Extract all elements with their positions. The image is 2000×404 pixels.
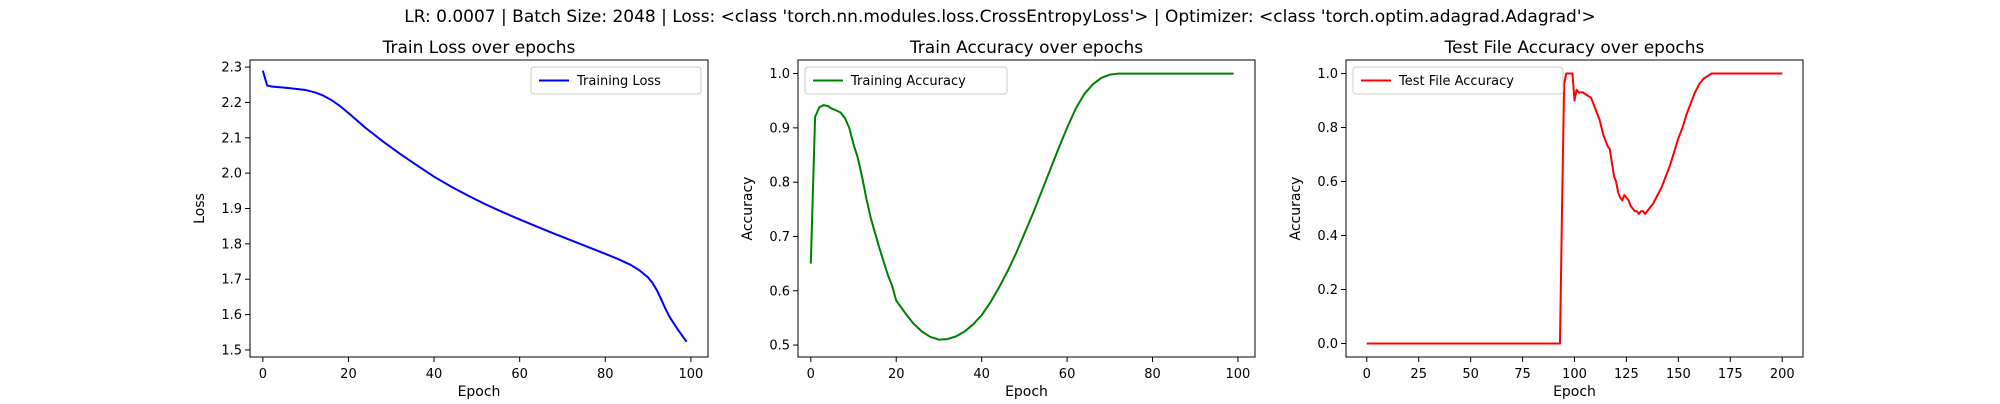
y-tick-label: 2.3	[221, 61, 242, 76]
x-tick-label: 40	[973, 367, 990, 382]
figure-suptitle: LR: 0.0007 | Batch Size: 2048 | Loss: <c…	[404, 7, 1596, 27]
series-line	[261, 70, 688, 343]
x-tick-label: 150	[1666, 367, 1691, 382]
x-tick-label: 175	[1718, 367, 1743, 382]
x-tick-label: 200	[1770, 367, 1795, 382]
x-tick-label: 20	[340, 367, 357, 382]
y-tick-label: 0.4	[1317, 229, 1338, 244]
legend-box	[804, 66, 1008, 95]
y-tick-label: 1.5	[221, 343, 242, 358]
x-tick-label: 60	[1059, 367, 1076, 382]
x-tick-label: 25	[1410, 367, 1427, 382]
x-tick-label: 0	[1363, 367, 1371, 382]
y-tick-label: 1.7	[221, 273, 242, 288]
y-tick-label: 0.5	[769, 339, 790, 354]
x-tick-label: 50	[1462, 367, 1479, 382]
y-tick-label: 1.9	[221, 202, 242, 217]
y-tick-label: 0.6	[1317, 175, 1338, 190]
x-axis-label: Epoch	[458, 384, 501, 400]
y-tick-label: 0.0	[1317, 337, 1338, 352]
legend: Training Loss	[530, 66, 702, 95]
x-tick-label: 0	[807, 367, 815, 382]
y-tick-label: 2.2	[221, 96, 242, 111]
x-tick-label: 40	[426, 367, 443, 382]
x-tick-label: 80	[1144, 367, 1161, 382]
y-tick-label: 0.6	[769, 284, 790, 299]
y-axis-label: Loss	[192, 193, 208, 224]
y-tick-label: 2.1	[221, 131, 242, 146]
x-tick-label: 75	[1514, 367, 1531, 382]
chart-title: Train Accuracy over epochs	[909, 38, 1143, 58]
plot-frame	[249, 59, 709, 358]
legend-box	[1352, 66, 1564, 95]
legend-label: Test File Accuracy	[1398, 74, 1514, 89]
x-tick-label: 80	[597, 367, 614, 382]
legend-label: Training Accuracy	[850, 74, 966, 89]
y-tick-label: 0.2	[1317, 283, 1338, 298]
plot-frame	[797, 59, 1256, 358]
legend-label: Training Loss	[576, 74, 661, 89]
y-axis-label: Accuracy	[740, 177, 756, 241]
y-tick-label: 1.6	[221, 308, 242, 323]
y-tick-label: 0.9	[769, 121, 790, 136]
y-tick-label: 0.7	[769, 230, 790, 245]
x-tick-label: 125	[1614, 367, 1639, 382]
x-axis-label: Epoch	[1005, 384, 1048, 400]
y-axis-label: Accuracy	[1288, 177, 1304, 241]
legend: Training Accuracy	[804, 66, 1008, 95]
chart-panel-1: 0 20 40 60 80 100 1.5 1.6 1.7 1.8 1.9 2.0 2.1 2.2 2.3 T…	[192, 38, 709, 400]
legend: Test File Accuracy	[1352, 66, 1564, 95]
x-axis-label: Epoch	[1553, 384, 1596, 400]
x-tick-label: 100	[1226, 367, 1251, 382]
chart-panel-3: 0 25 50 75 100 125 150 175 200 0.0 0.2 0.4 0.6 0.8 1.0…	[1288, 38, 1804, 400]
y-tick-label: 1.8	[221, 237, 242, 252]
y-tick-label: 0.8	[769, 176, 790, 191]
x-tick-label: 60	[511, 367, 528, 382]
legend-box	[530, 66, 702, 95]
y-tick-label: 1.0	[1317, 67, 1338, 82]
x-tick-label: 100	[1562, 367, 1587, 382]
x-tick-label: 100	[678, 367, 703, 382]
y-tick-label: 1.0	[769, 67, 790, 82]
chart-title: Test File Accuracy over epochs	[1444, 38, 1705, 58]
series-line	[809, 72, 1234, 341]
y-tick-label: 0.8	[1317, 121, 1338, 136]
x-tick-label: 0	[259, 367, 267, 382]
chart-title: Train Loss over epochs	[382, 38, 576, 58]
x-tick-label: 20	[888, 367, 905, 382]
y-tick-label: 2.0	[221, 167, 242, 182]
plot-frame	[1345, 59, 1804, 358]
series-line	[1366, 72, 1783, 345]
chart-panel-2: 0 20 40 60 80 100 0.5 0.6 0.7 0.8 0.9 1.0 Train Accu…	[740, 38, 1256, 400]
